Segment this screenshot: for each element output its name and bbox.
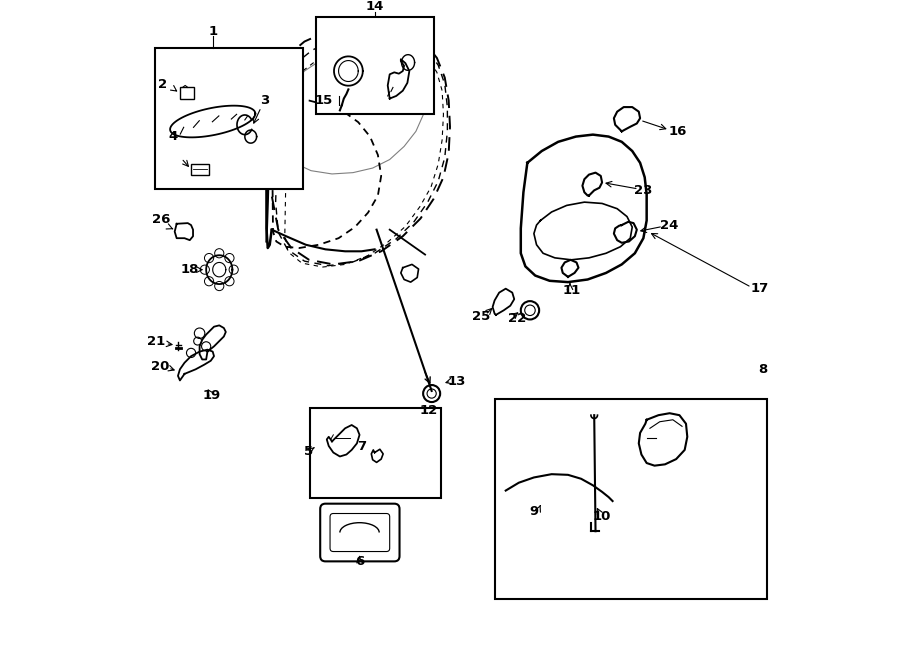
Bar bbox=[310, 408, 442, 498]
Text: 1: 1 bbox=[208, 25, 217, 38]
Text: 9: 9 bbox=[529, 505, 538, 518]
Text: 19: 19 bbox=[202, 389, 221, 402]
Bar bbox=[191, 164, 210, 175]
Text: 24: 24 bbox=[661, 219, 679, 231]
Text: 5: 5 bbox=[304, 445, 313, 457]
Text: 12: 12 bbox=[420, 404, 438, 417]
Text: 16: 16 bbox=[669, 125, 688, 138]
Bar bbox=[316, 17, 434, 114]
Text: 8: 8 bbox=[759, 363, 768, 376]
Text: 11: 11 bbox=[562, 284, 580, 297]
Text: 13: 13 bbox=[447, 375, 465, 387]
Text: 15: 15 bbox=[315, 94, 333, 107]
Text: 2: 2 bbox=[158, 77, 167, 91]
Text: 23: 23 bbox=[634, 184, 652, 197]
Text: 21: 21 bbox=[148, 334, 166, 348]
Text: 4: 4 bbox=[168, 130, 177, 143]
Text: 18: 18 bbox=[181, 263, 199, 276]
Bar bbox=[180, 87, 194, 99]
Text: 3: 3 bbox=[260, 94, 270, 107]
Text: 17: 17 bbox=[751, 282, 769, 295]
Bar bbox=[495, 399, 767, 599]
FancyBboxPatch shape bbox=[320, 504, 400, 561]
Text: 25: 25 bbox=[472, 311, 490, 323]
Bar bbox=[155, 48, 302, 189]
Text: 22: 22 bbox=[508, 312, 526, 325]
Text: 10: 10 bbox=[593, 510, 611, 524]
Text: 7: 7 bbox=[357, 440, 366, 453]
Text: 20: 20 bbox=[151, 360, 169, 373]
Text: 6: 6 bbox=[355, 555, 365, 568]
Text: 14: 14 bbox=[365, 0, 383, 13]
Text: 26: 26 bbox=[152, 214, 171, 226]
